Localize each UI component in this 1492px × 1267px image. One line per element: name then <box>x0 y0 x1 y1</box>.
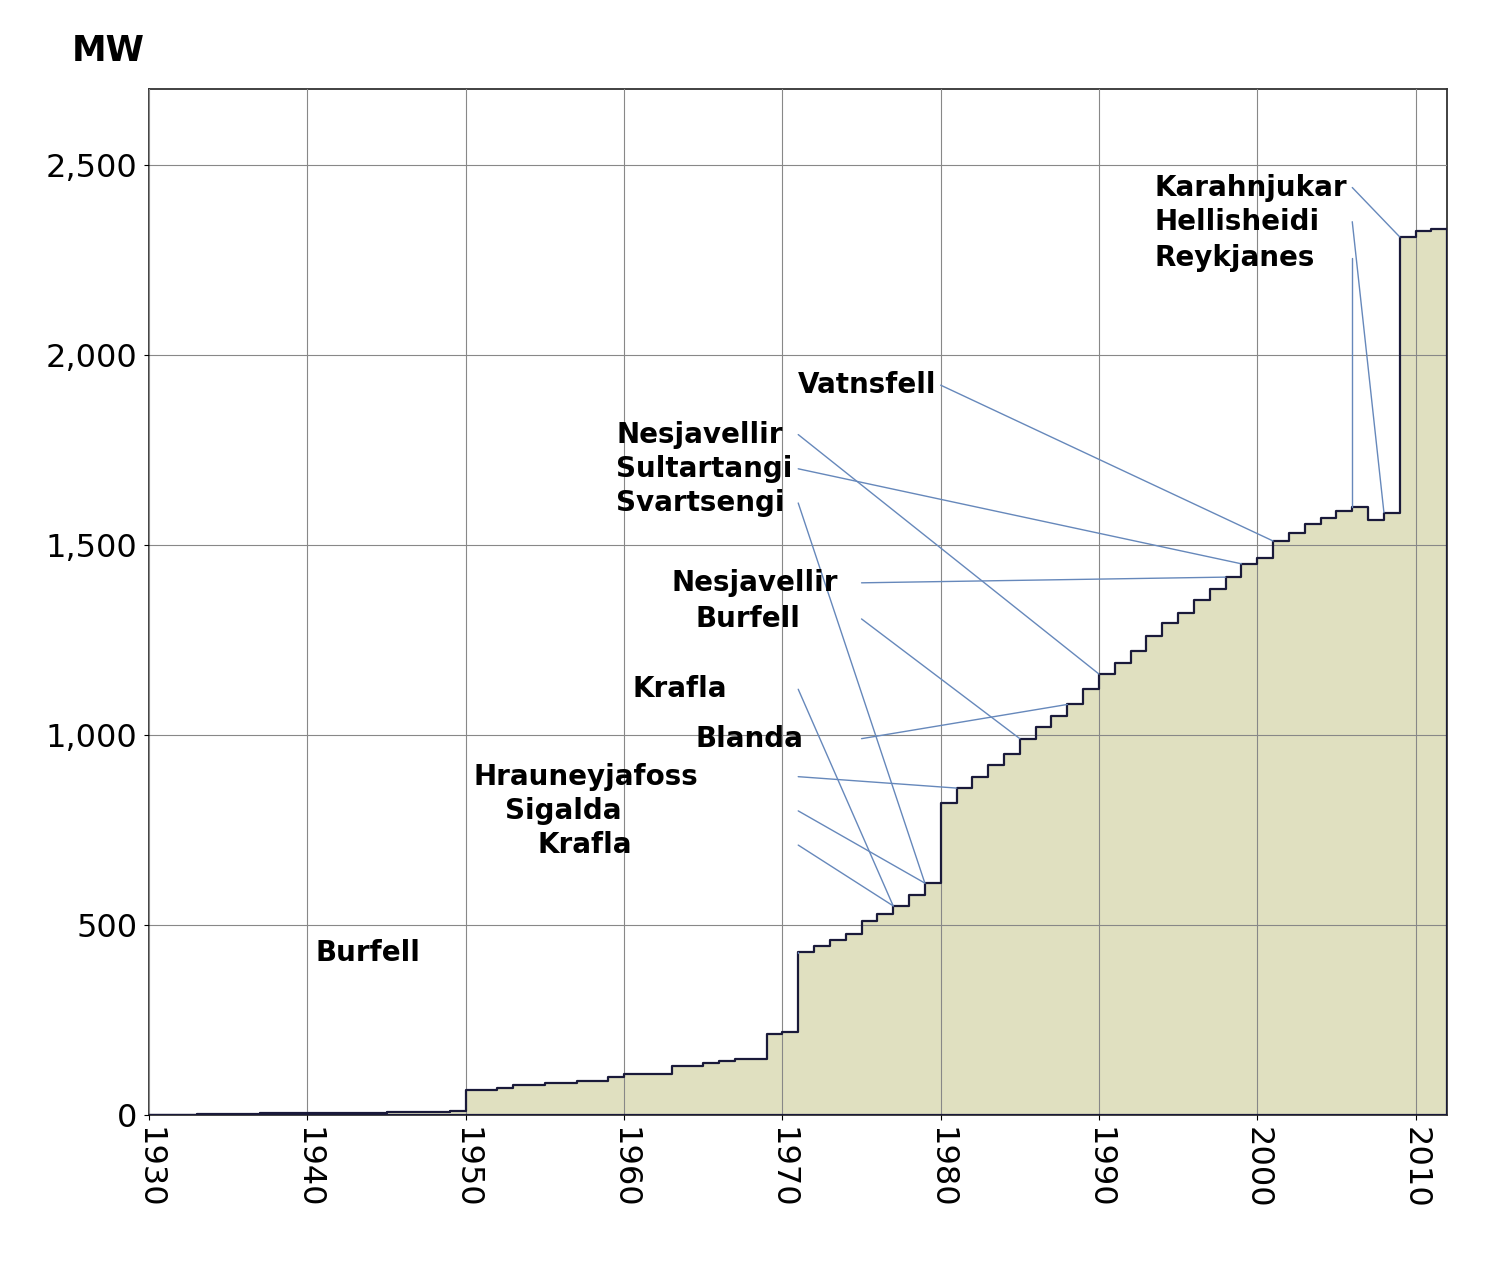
Text: Krafla: Krafla <box>537 831 631 859</box>
Text: Krafla: Krafla <box>633 675 727 703</box>
Text: Sultartangi: Sultartangi <box>616 455 792 483</box>
Text: Reykjanes: Reykjanes <box>1155 243 1314 272</box>
Polygon shape <box>149 229 1447 1115</box>
Text: Burfell: Burfell <box>315 939 421 968</box>
Text: Hrauneyjafoss: Hrauneyjafoss <box>473 763 698 791</box>
Text: MW: MW <box>72 34 145 68</box>
Text: Svartsengi: Svartsengi <box>616 489 785 517</box>
Text: Blanda: Blanda <box>695 725 803 753</box>
Text: Hellisheidi: Hellisheidi <box>1155 208 1319 236</box>
Text: Karahnjukar: Karahnjukar <box>1155 174 1347 201</box>
Text: Nesjavellir: Nesjavellir <box>671 569 839 597</box>
Text: Burfell: Burfell <box>695 604 800 634</box>
Text: Sigalda: Sigalda <box>506 797 622 825</box>
Text: Nesjavellir: Nesjavellir <box>616 421 783 449</box>
Text: Vatnsfell: Vatnsfell <box>798 371 937 399</box>
